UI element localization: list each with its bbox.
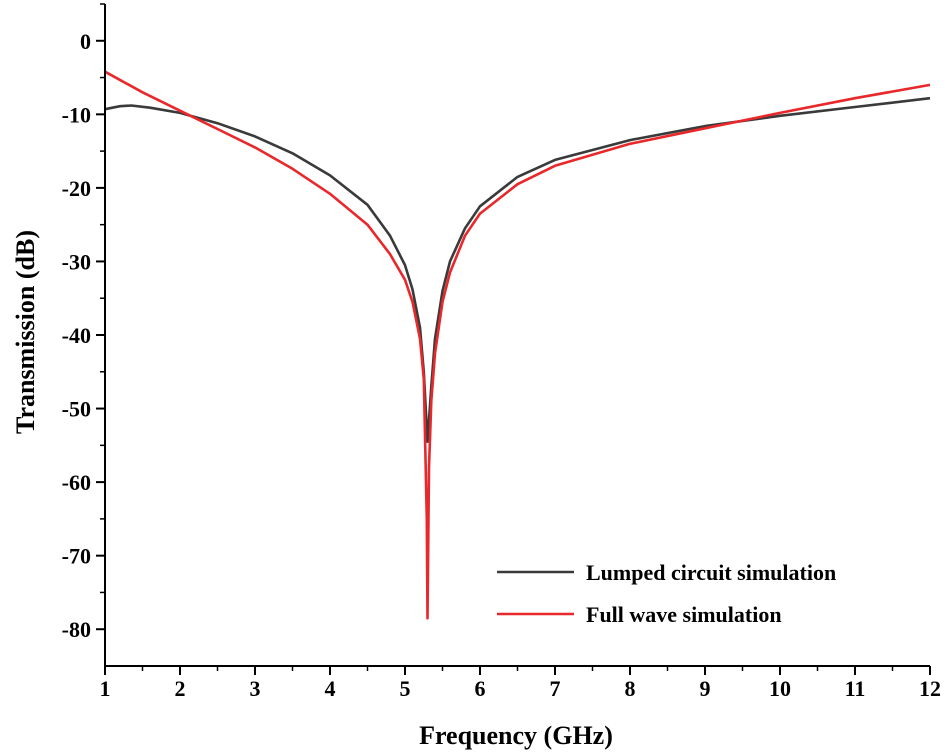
y-tick-label: -10 — [62, 102, 91, 127]
x-tick-label: 4 — [325, 676, 336, 701]
y-tick-label: 0 — [80, 29, 91, 54]
legend-label-2: Full wave simulation — [586, 602, 782, 627]
y-tick-label: -70 — [62, 544, 91, 569]
x-tick-label: 9 — [700, 676, 711, 701]
y-tick-label: -20 — [62, 176, 91, 201]
legend-label-1: Lumped circuit simulation — [586, 560, 836, 585]
y-tick-label: -50 — [62, 397, 91, 422]
x-tick-label: 1 — [100, 676, 111, 701]
x-axis-title: Frequency (GHz) — [419, 721, 613, 750]
x-tick-label: 5 — [400, 676, 411, 701]
x-tick-label: 3 — [250, 676, 261, 701]
x-tick-label: 2 — [175, 676, 186, 701]
x-tick-label: 10 — [769, 676, 791, 701]
tick-labels: 1 2 3 4 5 6 7 8 9 10 11 120-10-20-30-40-50-60-70-80 — [62, 29, 941, 701]
x-tick-label: 8 — [625, 676, 636, 701]
plot-lines — [104, 70, 931, 620]
y-tick-label: -80 — [62, 617, 91, 642]
x-tick-label: 7 — [550, 676, 561, 701]
x-tick-label: 11 — [845, 676, 866, 701]
y-axis-title: Transmission (dB) — [11, 230, 40, 434]
y-tick-label: -40 — [62, 323, 91, 348]
y-tick-label: -30 — [62, 249, 91, 274]
x-tick-label: 12 — [919, 676, 941, 701]
series-line-2 — [104, 70, 931, 620]
legend: Lumped circuit simulation Full wave simul… — [497, 560, 836, 627]
axes — [96, 3, 931, 675]
series-line-1 — [104, 96, 931, 443]
y-tick-label: -60 — [62, 470, 91, 495]
x-tick-label: 6 — [475, 676, 486, 701]
